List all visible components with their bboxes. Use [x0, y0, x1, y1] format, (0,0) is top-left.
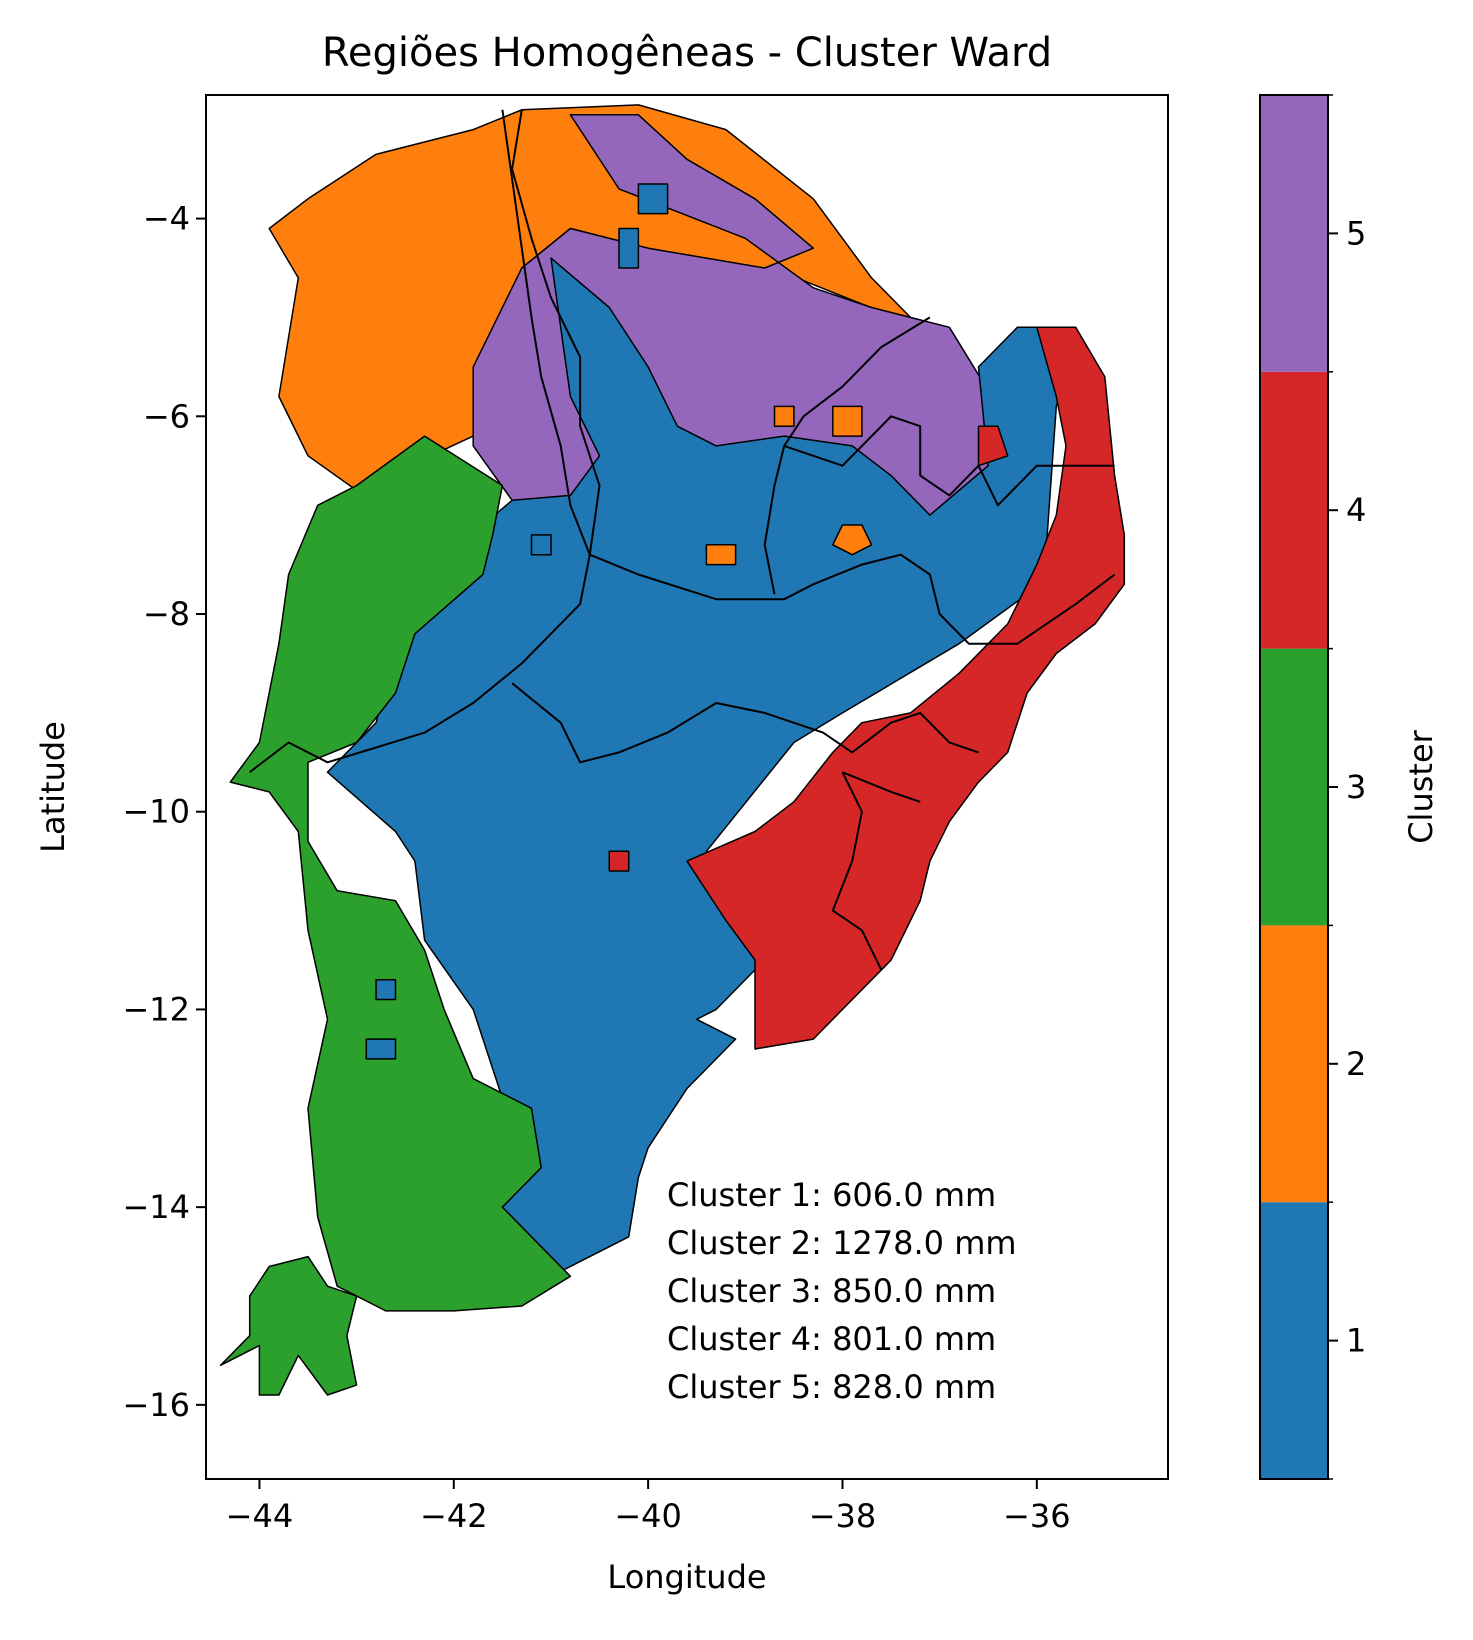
- cluster-3-region: [229, 435, 572, 1312]
- colorbar: 1 2 3 4 5 Cluster: [1259, 94, 1440, 1480]
- state-border-line: [249, 109, 601, 773]
- y-axis-label: Latitude: [34, 721, 72, 853]
- colorbar-ticks: 1 2 3 4 5: [1328, 94, 1366, 1480]
- colorbar-segment-5: [1260, 95, 1328, 372]
- state-border-line: [763, 316, 931, 595]
- state-border-line: [783, 415, 1115, 507]
- annotation-line: Cluster 2: 1278.0 mm: [667, 1224, 1017, 1262]
- cluster-1-region: [618, 227, 640, 269]
- colorbar-tick-label: 2: [1346, 1045, 1366, 1083]
- colorbar-tick-label: 1: [1346, 1322, 1366, 1360]
- state-border-line: [842, 771, 921, 803]
- cluster-4-region: [608, 850, 630, 872]
- plot-area: [205, 94, 1169, 1480]
- cluster-regions: [219, 104, 1126, 1396]
- x-tick-label: −44: [226, 1497, 294, 1535]
- colorbar-tick-label: 3: [1346, 768, 1366, 806]
- chart-title: Regiões Homogêneas - Cluster Ward: [322, 30, 1052, 76]
- annotation-line: Cluster 3: 850.0 mm: [667, 1272, 996, 1310]
- plot-frame: [205, 94, 1169, 1480]
- x-axis-ticks: −44 −42 −40 −38 −36: [226, 1479, 1071, 1535]
- cluster-3-region: [219, 1255, 358, 1396]
- x-tick-label: −38: [809, 1497, 877, 1535]
- cluster-1-region: [365, 1038, 397, 1060]
- y-tick-label: −6: [143, 397, 190, 435]
- colorbar-segment-1: [1260, 1202, 1328, 1479]
- y-tick-label: −4: [143, 200, 190, 238]
- cluster-2-region: [705, 544, 737, 566]
- y-tick-label: −12: [122, 990, 190, 1028]
- state-border-line: [831, 771, 883, 971]
- annotation-line: Cluster 4: 801.0 mm: [667, 1320, 996, 1358]
- colorbar-label: Cluster: [1402, 729, 1440, 843]
- y-tick-label: −14: [122, 1188, 190, 1226]
- y-tick-label: −10: [122, 793, 190, 831]
- state-border-line: [511, 682, 979, 764]
- colorbar-tick-label: 5: [1346, 214, 1366, 252]
- cluster-1-region: [530, 534, 552, 556]
- state-borders: [249, 109, 1116, 971]
- y-tick-label: −8: [143, 595, 190, 633]
- cluster-2-region: [773, 405, 795, 427]
- colorbar-tick-label: 4: [1346, 491, 1366, 529]
- colorbar-segment-4: [1260, 371, 1328, 649]
- cluster-1-region: [637, 183, 669, 215]
- cluster-1-region: [375, 979, 397, 1001]
- cluster-4-region: [686, 326, 1126, 1050]
- annotation-line: Cluster 1: 606.0 mm: [667, 1176, 996, 1214]
- colorbar-segment-2: [1260, 925, 1328, 1203]
- y-tick-label: −16: [122, 1386, 190, 1424]
- x-tick-label: −40: [614, 1497, 682, 1535]
- cluster-annotations: Cluster 1: 606.0 mm Cluster 2: 1278.0 mm…: [667, 1176, 1017, 1406]
- colorbar-segments: [1260, 95, 1328, 1479]
- state-border-line: [501, 109, 1116, 645]
- cluster-2-region: [832, 524, 873, 556]
- colorbar-segment-3: [1260, 648, 1328, 926]
- x-tick-label: −42: [420, 1497, 488, 1535]
- y-axis-ticks: −4 −6 −8 −10 −12 −14 −16: [122, 200, 206, 1424]
- x-axis-label: Longitude: [607, 1558, 766, 1596]
- annotation-line: Cluster 5: 828.0 mm: [667, 1368, 996, 1406]
- cluster-2-region: [832, 405, 863, 437]
- cluster-4-region: [977, 425, 1009, 467]
- cluster-1-region: [326, 257, 1077, 1278]
- x-tick-label: −36: [1003, 1497, 1071, 1535]
